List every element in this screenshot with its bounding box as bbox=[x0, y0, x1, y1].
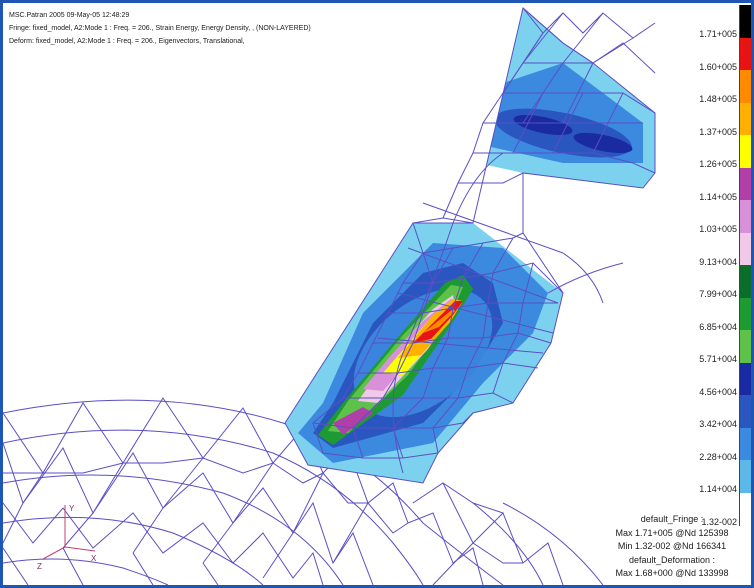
legend-swatch bbox=[739, 395, 751, 429]
legend-label: 1.14+005 bbox=[699, 191, 737, 202]
legend-swatch bbox=[739, 362, 751, 396]
coordinate-triad bbox=[42, 505, 96, 560]
legend-label: 9.13+004 bbox=[699, 256, 737, 267]
legend-label: 6.85+004 bbox=[699, 321, 737, 332]
legend-swatch bbox=[739, 265, 751, 299]
legend-label: 1.14+004 bbox=[699, 484, 737, 494]
band-fringe bbox=[285, 8, 655, 483]
triad-z-label: Z bbox=[37, 562, 42, 571]
legend-swatch bbox=[739, 167, 751, 201]
header-deform-info: Deform: fixed_model, A2:Mode 1 : Freq. =… bbox=[9, 38, 245, 45]
deform-max: Max 1.68+000 @Nd 133998 bbox=[615, 568, 729, 578]
fea-model-view[interactable]: Y X Z bbox=[3, 3, 751, 585]
legend-label: 1.71+005 bbox=[699, 29, 737, 39]
legend-label: 2.28+004 bbox=[699, 451, 737, 462]
legend-swatch bbox=[739, 102, 751, 136]
header-timestamp: MSC.Patran 2005 09-May-05 12:48:29 bbox=[9, 12, 130, 19]
legend-swatch bbox=[739, 37, 751, 71]
legend-label: 5.71+004 bbox=[699, 354, 737, 364]
triad-x-label: X bbox=[91, 554, 97, 563]
result-header: MSC.Patran 2005 09-May-05 12:48:29 Fring… bbox=[9, 9, 489, 48]
legend-swatch bbox=[739, 427, 751, 461]
legend-label: 1.26+005 bbox=[699, 159, 737, 169]
legend-label: 4.56+004 bbox=[699, 386, 737, 397]
legend-label: 1.60+005 bbox=[699, 61, 737, 72]
legend-label: 7.99+004 bbox=[699, 289, 737, 299]
legend-swatch bbox=[739, 297, 751, 331]
legend-label: 1.32-002 bbox=[701, 516, 737, 527]
legend-swatch bbox=[739, 492, 751, 526]
fringe-min: Min 1.32-002 @Nd 166341 bbox=[617, 541, 727, 551]
legend-swatch bbox=[739, 200, 751, 234]
result-stats: default_Fringe : Max 1.71+005 @Nd 125398… bbox=[587, 513, 751, 581]
legend-swatch bbox=[739, 5, 751, 39]
legend-swatch bbox=[739, 232, 751, 266]
deform-title: default_Deformation : bbox=[628, 554, 716, 565]
header-fringe-info: Fringe: fixed_model, A2:Mode 1 : Freq. =… bbox=[9, 25, 311, 32]
legend-label: 1.37+005 bbox=[699, 126, 737, 137]
band-mesh bbox=[284, 7, 656, 484]
legend-label: 1.03+005 bbox=[699, 224, 737, 234]
legend-swatch bbox=[739, 330, 751, 364]
fringe-max: Max 1.71+005 @Nd 125398 bbox=[615, 527, 729, 538]
legend-swatch bbox=[739, 460, 751, 494]
legend-swatch bbox=[739, 135, 751, 169]
fringe-legend: 1.71+005 1.60+005 1.48+005 1.37+005 1.26+005… bbox=[679, 5, 751, 527]
legend-swatch bbox=[739, 70, 751, 104]
fringe-title: default_Fringe : bbox=[640, 514, 704, 524]
legend-label: 1.48+005 bbox=[699, 94, 737, 104]
legend-label: 3.42+004 bbox=[699, 419, 737, 429]
triad-y-label: Y bbox=[69, 504, 75, 513]
